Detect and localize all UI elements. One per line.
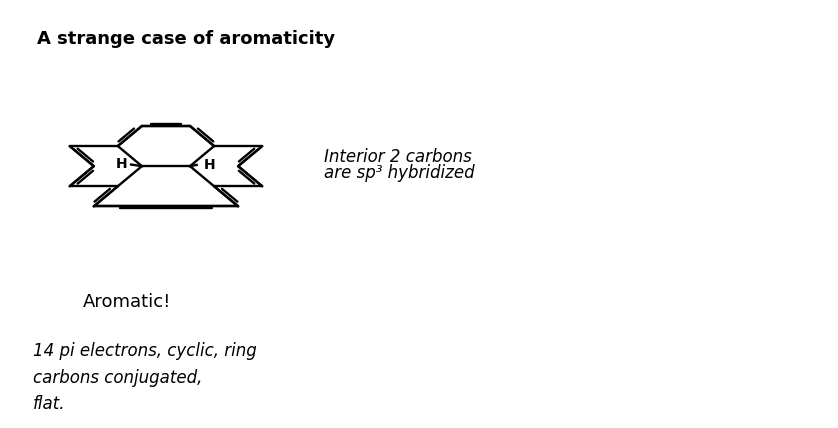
Text: are sp³ hybridized: are sp³ hybridized: [323, 164, 474, 182]
Text: A strange case of aromaticity: A strange case of aromaticity: [38, 30, 335, 48]
Text: 14 pi electrons, cyclic, ring
carbons conjugated,
flat.: 14 pi electrons, cyclic, ring carbons co…: [34, 342, 257, 413]
Text: H: H: [204, 158, 215, 172]
Text: H: H: [116, 157, 127, 171]
Text: Aromatic!: Aromatic!: [83, 293, 171, 311]
Text: Interior 2 carbons: Interior 2 carbons: [323, 148, 471, 166]
